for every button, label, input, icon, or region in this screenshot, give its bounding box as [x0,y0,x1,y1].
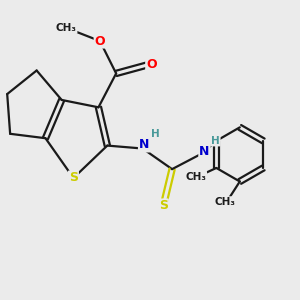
Text: S: S [69,172,78,184]
Text: O: O [146,58,157,71]
Text: CH₃: CH₃ [185,172,206,182]
Text: N: N [139,139,149,152]
Text: CH₃: CH₃ [56,23,76,33]
Text: O: O [94,34,105,48]
Text: N: N [199,145,210,158]
Text: H: H [151,129,159,140]
Text: CH₃: CH₃ [214,197,236,207]
Text: H: H [211,136,220,146]
Text: S: S [159,200,168,212]
